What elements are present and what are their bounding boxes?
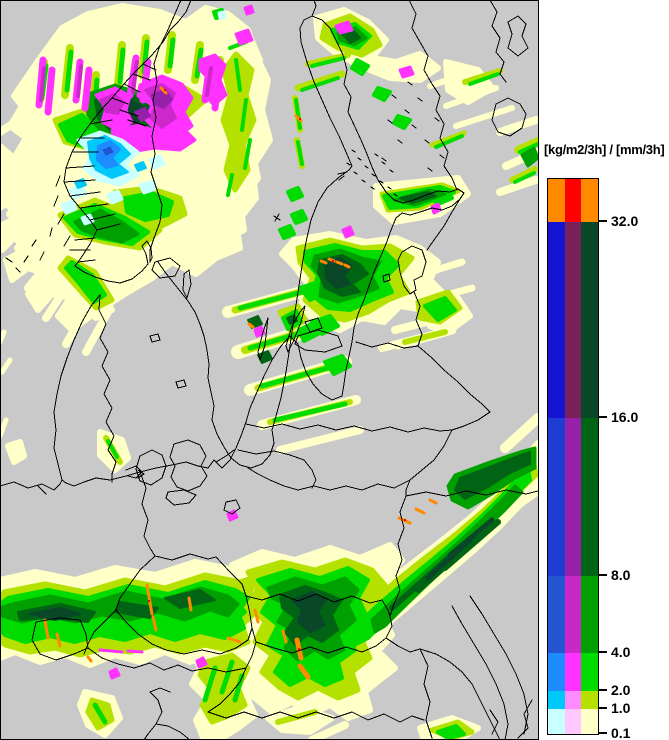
swedish-lakes (151, 257, 192, 299)
scandinavia-baltic-coastline (61, 15, 465, 487)
legend-cell (548, 653, 565, 691)
tick-mark (599, 689, 607, 691)
legend-cell (548, 179, 565, 222)
legend-cell (548, 576, 565, 653)
finland-russia-border (408, 0, 458, 191)
coastlines-and-borders (0, 0, 539, 740)
baltic-islands (257, 305, 343, 361)
legend-cell (581, 222, 599, 418)
legend-cell (581, 653, 599, 691)
tick-mark (599, 416, 607, 418)
russia-lakes (489, 0, 529, 137)
tick-label: 32.0 (611, 213, 639, 229)
legend-cell (564, 418, 582, 576)
legend-cell (564, 576, 582, 653)
legend-cell (564, 222, 582, 418)
precip-layer-snow (35, 4, 442, 680)
oder-border (139, 471, 156, 557)
legend-cell (581, 418, 599, 576)
precip-layer-extreme (43, 86, 438, 680)
coastal-islets (5, 175, 71, 273)
legend-cell (564, 691, 582, 709)
norway-sweden-border (149, 0, 182, 263)
tick-label: 4.0 (611, 644, 631, 660)
legend-cell (581, 691, 599, 709)
legend-cell (564, 179, 582, 222)
tick-label: 16.0 (611, 409, 639, 425)
legend-cell (581, 576, 599, 653)
denmark-coastline (53, 294, 241, 515)
tick-mark (599, 707, 607, 709)
precip-layer-sleet (60, 10, 227, 226)
legend-cell (548, 709, 565, 734)
tornio-border (311, 0, 317, 17)
legend-row (548, 576, 599, 653)
poland-slovakia-border (245, 593, 391, 617)
tick-mark (599, 574, 607, 576)
baltic-state-borders (237, 198, 539, 617)
legend-cell (548, 691, 565, 709)
legend-row (548, 179, 599, 222)
tick-label: 1.0 (611, 700, 631, 716)
legend-row (548, 709, 599, 734)
moldova-borders (451, 595, 533, 740)
legend-cell (581, 709, 599, 734)
legend-colorbar (547, 178, 599, 735)
norway-coastline (63, 0, 192, 284)
legend-cell (581, 179, 599, 222)
legend-cell (564, 709, 582, 734)
legend-title: [kg/m2/3h] / [mm/3h] (544, 142, 665, 157)
archipelago-specks (273, 81, 445, 222)
tick-mark (599, 732, 607, 734)
legend-cell (548, 222, 565, 418)
legend-row (548, 653, 599, 691)
fjords (63, 63, 157, 263)
tick-label: 2.0 (611, 682, 631, 698)
czech-borders (115, 553, 253, 655)
legend-cell (548, 418, 565, 576)
precipitation-map (0, 0, 539, 740)
legend-row (548, 418, 599, 576)
legend-row (548, 222, 599, 418)
germany-north-sea-coast (0, 479, 63, 495)
tick-label: 8.0 (611, 567, 631, 583)
tick-mark (599, 651, 607, 653)
legend-row (548, 691, 599, 709)
tick-label: 0.1 (611, 725, 631, 740)
tick-mark (599, 220, 607, 222)
alpine-borders (31, 609, 257, 740)
legend-cell (564, 653, 582, 691)
pannonian-borders (207, 615, 473, 739)
